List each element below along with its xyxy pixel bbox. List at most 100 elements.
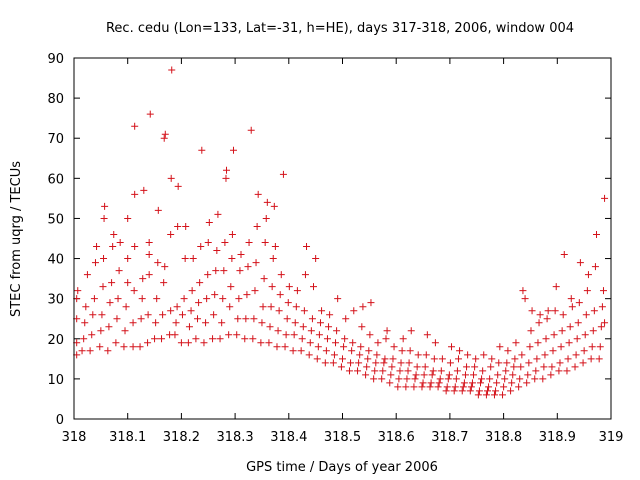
data-point bbox=[339, 355, 346, 363]
data-point bbox=[279, 170, 287, 178]
data-point bbox=[458, 387, 466, 395]
data-point bbox=[221, 239, 229, 247]
data-point bbox=[437, 367, 445, 375]
data-point bbox=[204, 271, 212, 279]
data-point bbox=[527, 327, 535, 335]
data-point bbox=[144, 339, 152, 347]
data-point bbox=[261, 239, 269, 247]
data-point bbox=[259, 303, 267, 311]
data-point bbox=[151, 335, 159, 343]
data-point bbox=[223, 166, 231, 174]
y-tick-label: 60 bbox=[47, 172, 64, 187]
x-tick-label: 318.5 bbox=[324, 430, 361, 445]
data-point bbox=[273, 343, 281, 351]
data-point bbox=[310, 283, 318, 291]
data-point bbox=[581, 331, 589, 339]
data-point bbox=[357, 343, 365, 351]
data-point bbox=[446, 359, 454, 367]
data-point bbox=[535, 319, 543, 327]
data-point bbox=[342, 315, 350, 323]
data-point bbox=[124, 255, 132, 263]
data-point bbox=[590, 307, 598, 315]
x-tick-label: 318.9 bbox=[539, 430, 576, 445]
data-point bbox=[115, 267, 123, 275]
data-point bbox=[268, 283, 276, 291]
data-point bbox=[500, 383, 508, 391]
data-point bbox=[348, 347, 356, 355]
data-point bbox=[460, 379, 468, 387]
data-point bbox=[601, 194, 609, 202]
data-point bbox=[234, 315, 242, 323]
data-point bbox=[104, 347, 112, 355]
data-point bbox=[168, 66, 176, 74]
data-point bbox=[435, 379, 443, 387]
x-tick-label: 318.3 bbox=[216, 430, 253, 445]
data-point bbox=[580, 347, 588, 355]
data-point bbox=[292, 303, 300, 311]
data-point bbox=[236, 267, 244, 275]
data-point bbox=[370, 375, 378, 383]
data-point bbox=[229, 146, 237, 154]
data-point bbox=[531, 375, 539, 383]
data-point bbox=[371, 367, 379, 375]
data-point bbox=[356, 351, 364, 359]
data-point bbox=[177, 339, 185, 347]
data-point bbox=[555, 367, 563, 375]
data-point bbox=[373, 351, 381, 359]
data-point bbox=[479, 367, 487, 375]
data-point bbox=[241, 335, 249, 343]
data-point bbox=[114, 295, 122, 303]
data-point bbox=[410, 383, 418, 391]
data-point bbox=[539, 375, 547, 383]
data-point bbox=[194, 315, 202, 323]
data-point bbox=[326, 311, 334, 319]
data-point bbox=[483, 387, 491, 395]
data-point bbox=[185, 323, 193, 331]
data-point bbox=[322, 347, 330, 355]
data-point bbox=[402, 383, 410, 391]
data-point bbox=[257, 339, 265, 347]
data-point bbox=[508, 379, 516, 387]
data-point bbox=[91, 259, 99, 267]
data-point bbox=[235, 295, 243, 303]
data-point bbox=[124, 214, 132, 222]
data-point bbox=[566, 323, 574, 331]
data-point bbox=[386, 379, 394, 387]
data-point bbox=[413, 363, 421, 371]
data-point bbox=[112, 339, 120, 347]
data-point bbox=[274, 327, 282, 335]
data-point bbox=[601, 319, 609, 327]
data-point bbox=[178, 311, 186, 319]
data-point bbox=[298, 335, 306, 343]
data-point bbox=[146, 110, 154, 118]
data-point bbox=[203, 295, 211, 303]
data-point bbox=[575, 299, 583, 307]
data-point bbox=[216, 335, 224, 343]
data-point bbox=[277, 271, 285, 279]
data-point bbox=[560, 251, 568, 259]
x-tick-label: 318 bbox=[62, 430, 87, 445]
data-point bbox=[549, 347, 557, 355]
data-point bbox=[426, 383, 434, 391]
data-point bbox=[312, 255, 320, 263]
data-point bbox=[428, 371, 436, 379]
data-point bbox=[192, 335, 200, 343]
data-point bbox=[340, 343, 348, 351]
x-tick-label: 318.2 bbox=[163, 430, 200, 445]
data-point bbox=[477, 379, 485, 387]
data-point bbox=[116, 239, 124, 247]
data-point bbox=[598, 303, 606, 311]
x-tick-label: 318.7 bbox=[431, 430, 468, 445]
data-point bbox=[456, 347, 464, 355]
data-point bbox=[140, 186, 148, 194]
data-point bbox=[429, 367, 437, 375]
data-point bbox=[276, 291, 284, 299]
data-point bbox=[518, 351, 526, 359]
data-point bbox=[129, 343, 137, 351]
x-tick-label: 318.6 bbox=[378, 430, 415, 445]
data-point bbox=[544, 307, 552, 315]
data-point bbox=[124, 279, 132, 287]
data-point bbox=[591, 263, 599, 271]
data-point bbox=[307, 327, 315, 335]
data-point bbox=[337, 363, 345, 371]
